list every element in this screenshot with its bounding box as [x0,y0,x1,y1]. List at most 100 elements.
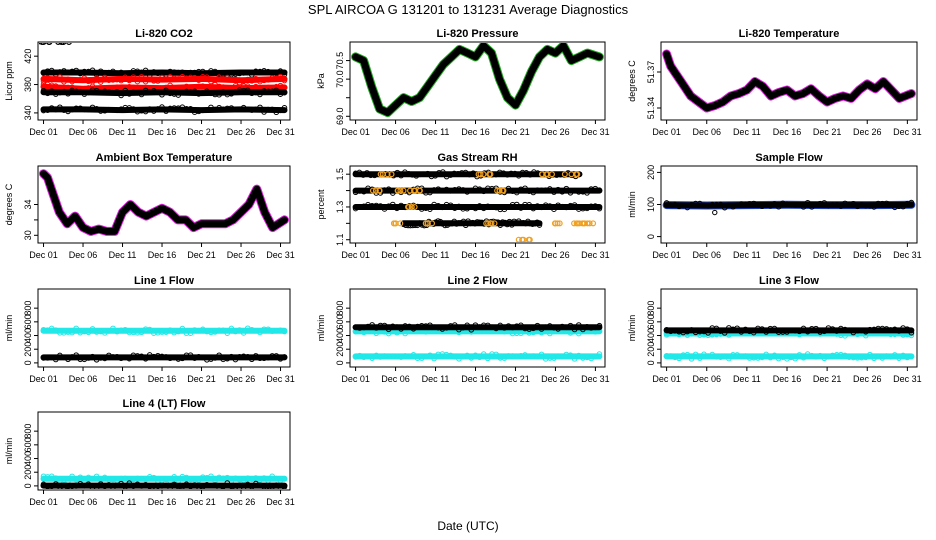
x-tick-label: Dec 11 [422,374,450,384]
data-point [212,91,218,98]
data-point [575,322,582,328]
data-point [126,70,133,77]
data-point [373,330,380,337]
data-point [261,326,267,333]
plot-frame [660,288,918,368]
x-tick-label: Dec 11 [109,250,137,260]
y-tick-label: 600 [335,314,345,329]
data-point [126,355,133,362]
data-point [61,88,67,95]
x-tick-label: Dec 06 [381,250,410,260]
panel-title: Li-820 Pressure [437,28,519,40]
data-point [220,327,227,334]
x-tick-label: Dec 31 [893,250,922,260]
x-tick-label: Dec 21 [813,374,842,384]
data-point [584,190,590,196]
x-axis-title: Date (UTC) [437,519,498,533]
data-point [432,172,439,179]
y-axis-label: degrees C [627,60,637,102]
data-point [159,483,165,489]
data-point [500,187,507,194]
plot-frame [660,41,918,121]
data-point [232,76,239,83]
data-point [216,352,222,359]
data-point [400,187,407,194]
y-tick-label: 100 [646,197,656,212]
data-point [40,81,47,88]
data-point [571,220,578,227]
data-point [530,325,537,332]
data-point [97,79,104,85]
data-point [775,203,782,210]
data-point [712,209,718,216]
data-point [421,171,427,178]
panel-1: Li-820 Pressure 69.0 70.070.5 kPa Dec 01 Dec … [316,28,610,137]
data-point [548,171,555,178]
data-point [187,330,194,336]
data-point [89,326,96,332]
data-point [167,327,173,333]
data-point [187,74,194,81]
data-point [684,204,691,211]
data-point [381,322,388,329]
data-point [676,355,682,362]
y-tick-label: 0 [23,360,33,365]
data-point [518,205,524,211]
data-point [150,78,157,84]
data-point [552,220,559,227]
data-point [106,328,112,334]
data-point [44,90,51,97]
data-point [376,187,383,194]
data-point [398,172,404,179]
data-point [77,474,84,481]
data-point [422,220,429,227]
data-point [244,481,251,488]
data-point [204,107,210,113]
data-point [592,203,599,209]
data-point [394,329,400,336]
y-axis-label: ml/min [4,438,14,465]
data-point [85,89,92,96]
data-point [908,353,915,360]
data-point [65,76,71,83]
data-point [567,322,574,329]
data-point [726,355,732,362]
data-point [800,354,807,361]
data-point [122,326,129,333]
data-point [515,173,522,179]
data-point [97,481,104,487]
data-point [273,353,280,359]
y-tick-label: 34 [23,199,33,209]
data-point [97,68,104,75]
data-point [571,326,578,333]
data-point [896,355,902,361]
data-point [369,355,375,361]
data-point [904,326,911,332]
x-tick-label: Dec 01 [341,250,370,260]
data-point [908,329,915,336]
plot-frame [349,288,606,368]
data-point [891,352,898,358]
data-point [518,330,524,337]
data-point [77,88,84,95]
data-point [175,76,182,82]
data-point [265,106,271,113]
data-point [480,188,487,195]
data-point [55,43,62,45]
data-point [486,171,493,178]
data-point [534,322,541,329]
data-point [446,220,453,227]
x-tick-label: Dec 16 [773,374,802,384]
series-group [40,325,288,363]
y-tick-label: 380 [23,77,33,92]
y-tick-label: 1.5 [335,168,345,181]
data-point [551,206,557,212]
x-tick-label: Dec 01 [341,127,370,137]
data-point [253,68,259,75]
data-point [513,201,520,208]
y-tick-label: 400 [23,328,33,343]
data-point [412,222,418,229]
data-point [462,222,469,229]
